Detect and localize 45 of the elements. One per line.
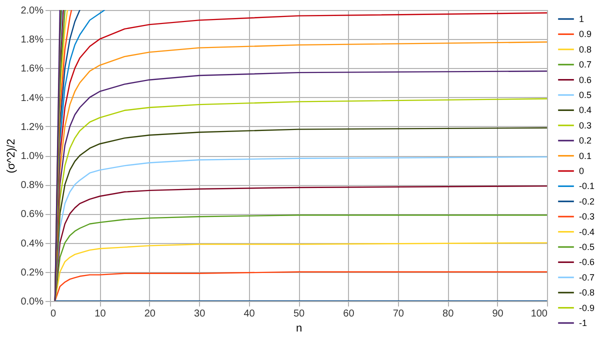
legend-label: 0.4 — [579, 105, 592, 116]
legend-label: 0.8 — [579, 44, 592, 54]
y-tick-label: 0.8% — [20, 180, 44, 192]
legend-label: 0.5 — [579, 90, 592, 100]
x-tick-label: 60 — [343, 308, 355, 320]
legend-label: -0.2 — [579, 196, 595, 206]
legend-label: -0.4 — [579, 226, 595, 237]
x-tick-label: 20 — [144, 308, 156, 320]
y-axis-title: (σ^2)/2 — [6, 138, 18, 174]
x-tick-label: 40 — [244, 308, 256, 320]
legend-label: -0.9 — [579, 302, 595, 313]
legend-label: -0.5 — [579, 242, 595, 252]
legend-label: 0 — [579, 166, 584, 176]
y-tick-label: 0.4% — [20, 238, 44, 250]
y-tick-label: 1.8% — [20, 34, 44, 46]
x-tick-label: 50 — [293, 308, 305, 320]
legend-label: -0.3 — [579, 212, 595, 222]
y-tick-label: 0.2% — [20, 267, 44, 278]
legend-label: 0.9 — [579, 29, 592, 40]
legend-label: 0.1 — [579, 150, 592, 161]
legend-label: 0.7 — [579, 60, 592, 70]
x-tick-label: 80 — [442, 308, 454, 320]
y-tick-label: 1.2% — [20, 122, 44, 133]
legend-label: -0.7 — [579, 272, 595, 282]
y-tick-label: 1.0% — [20, 151, 44, 162]
legend-label: 0.3 — [579, 120, 592, 130]
x-tick-label: 70 — [392, 308, 404, 320]
legend-label: 1 — [579, 14, 584, 24]
legend-label: -0.8 — [579, 288, 595, 298]
legend-label: 0.6 — [579, 74, 592, 85]
x-tick-label: 10 — [94, 308, 106, 320]
y-tick-label: 0.0% — [20, 296, 44, 308]
x-tick-label: 100 — [530, 308, 548, 320]
y-tick-label: 2.0% — [20, 6, 44, 16]
legend-label: 0.2 — [579, 136, 592, 146]
x-tick-label: 90 — [492, 308, 504, 320]
y-tick-label: 0.6% — [20, 209, 44, 220]
y-tick-label: 1.4% — [20, 92, 44, 104]
x-tick-label: 30 — [194, 308, 206, 320]
legend-label: -0.1 — [579, 181, 595, 192]
x-axis-title: n — [296, 322, 302, 334]
x-tick-label: 0 — [50, 308, 56, 320]
legend-label: -1 — [579, 318, 588, 328]
y-tick-label: 1.6% — [20, 64, 44, 75]
legend-label: -0.6 — [579, 257, 595, 268]
